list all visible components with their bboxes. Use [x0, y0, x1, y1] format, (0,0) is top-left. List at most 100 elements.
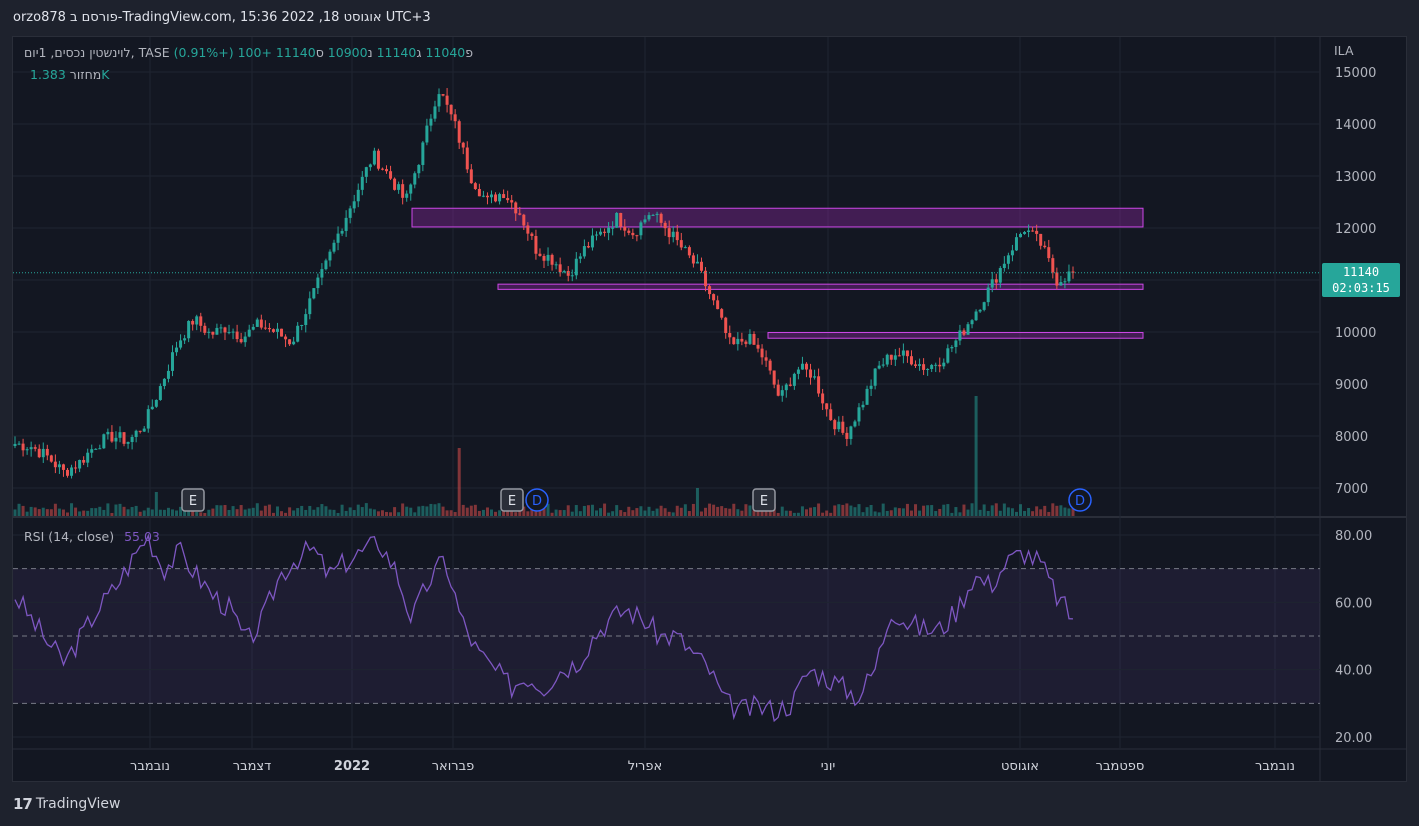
volume-bar	[405, 506, 409, 516]
candle-body	[449, 104, 453, 115]
volume-bar	[804, 509, 808, 516]
symbol-legend[interactable]: לוינשטין נכסים, 1יום, TASE פ11040 ג11140…	[24, 45, 473, 60]
candle-body	[134, 430, 138, 437]
tradingview-brand[interactable]: 17 TradingView	[13, 795, 120, 813]
volume-bar	[1063, 507, 1067, 516]
volume-bar	[417, 506, 421, 516]
volume-bar	[716, 506, 720, 516]
volume-bar	[1031, 511, 1035, 516]
volume-bar	[792, 512, 796, 516]
candle-body	[946, 348, 950, 363]
candle-body	[978, 309, 982, 312]
volume-bar	[712, 504, 716, 516]
chart-frame[interactable]	[12, 36, 1407, 782]
volume-bar	[70, 503, 74, 516]
volume-bar	[978, 509, 982, 516]
volume-bar	[74, 507, 78, 516]
candle-body	[897, 355, 901, 357]
price-tick-label: 14000	[1335, 118, 1376, 133]
volume-bar	[817, 503, 821, 516]
time-axis: נובמבר דצמבר 2022 פברואר אפריל יוני אוגוסט ספטמ…	[130, 759, 1295, 774]
candle-body	[372, 150, 376, 165]
candle-body	[344, 217, 348, 231]
volume-bar	[457, 448, 461, 516]
symbol-name[interactable]: לוינשטין נכסים, 1יום, TASE	[24, 45, 170, 60]
volume-bar	[146, 507, 150, 516]
candle-body	[869, 385, 873, 389]
candle-body	[659, 213, 663, 223]
rsi-legend[interactable]: RSI (14, close) 55.03	[24, 529, 160, 544]
rsi-label: RSI (14, close)	[24, 529, 115, 544]
volume-bar	[29, 506, 33, 516]
volume-bar	[869, 504, 873, 516]
currency-label: ILA	[1334, 43, 1354, 58]
high-value: 11140	[376, 45, 417, 60]
volume-bar	[522, 506, 526, 516]
candle-body	[114, 437, 118, 442]
volume-bar	[631, 510, 635, 516]
candle-body	[889, 354, 893, 360]
candle-body	[461, 142, 465, 148]
volume-bar	[776, 512, 780, 516]
candle-body	[126, 442, 130, 444]
candle-body	[312, 288, 316, 299]
volume-bar	[586, 505, 590, 516]
volume-bar	[134, 505, 138, 516]
candle-body	[421, 142, 425, 165]
price-zone	[767, 332, 1144, 339]
high-label: ג	[416, 45, 422, 60]
candle-body	[243, 336, 247, 343]
volume-bar	[162, 509, 166, 516]
earnings-marker-label: E	[508, 494, 516, 509]
candle-body	[590, 235, 594, 248]
candle-body	[922, 364, 926, 370]
candle-body	[324, 260, 328, 270]
volume-bar	[720, 506, 724, 516]
candle-body	[215, 327, 219, 335]
candle-body	[1027, 230, 1031, 233]
candle-body	[106, 431, 110, 435]
close-value: 11140	[275, 45, 316, 60]
time-tick-label: נובמבר	[1255, 759, 1295, 774]
candle-body	[586, 246, 590, 248]
volume-bar	[90, 508, 94, 516]
candle-body	[873, 368, 877, 386]
candle-body	[599, 231, 603, 235]
candle-body	[881, 364, 885, 366]
candle-body	[724, 317, 728, 334]
volume-bar	[1006, 507, 1010, 516]
candle-body	[191, 321, 195, 325]
price-tick-label: 7000	[1335, 482, 1368, 497]
candle-body	[98, 448, 102, 450]
price-tick-label: 8000	[1335, 430, 1368, 445]
candle-body	[954, 340, 958, 348]
candle-body	[510, 200, 514, 203]
time-tick-label: דצמבר	[233, 759, 272, 774]
candle-body	[320, 269, 324, 278]
volume-legend[interactable]: מחזור 1.383K	[24, 67, 109, 82]
volume-bar	[728, 508, 732, 516]
candle-body	[905, 350, 909, 357]
volume-bar	[336, 512, 340, 516]
candle-body	[223, 327, 227, 333]
volume-bar	[958, 512, 962, 516]
candle-body	[962, 330, 966, 335]
candle-body	[772, 370, 776, 385]
candle-body	[1039, 233, 1043, 246]
candle-body	[179, 340, 183, 348]
volume-bar	[364, 503, 368, 516]
candle-body	[445, 95, 449, 105]
volume-bar	[530, 508, 534, 516]
volume-bar	[445, 510, 449, 516]
candle-body	[885, 354, 889, 365]
candle-body	[425, 125, 429, 143]
volume-bar	[780, 506, 784, 516]
candle-body	[974, 311, 978, 321]
candle-body	[74, 467, 78, 469]
time-tick-label: אוגוסט	[1001, 759, 1039, 774]
volume-bar	[683, 504, 687, 516]
volume-bar	[934, 511, 938, 516]
candle-body	[857, 407, 861, 422]
candle-body	[720, 309, 724, 318]
